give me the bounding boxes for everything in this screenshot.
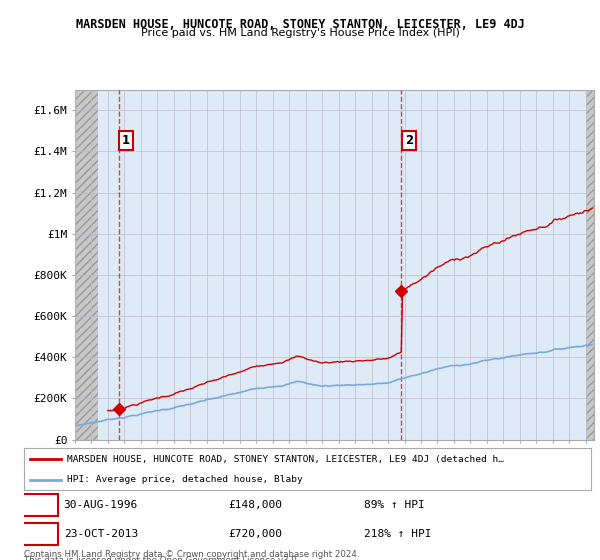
Text: This data is licensed under the Open Government Licence v3.0.: This data is licensed under the Open Gov…: [24, 556, 299, 560]
Text: Contains HM Land Registry data © Crown copyright and database right 2024.: Contains HM Land Registry data © Crown c…: [24, 550, 359, 559]
Text: 2: 2: [36, 528, 43, 540]
Text: 23-OCT-2013: 23-OCT-2013: [64, 529, 138, 539]
Text: MARSDEN HOUSE, HUNCOTE ROAD, STONEY STANTON, LEICESTER, LE9 4DJ (detached h…: MARSDEN HOUSE, HUNCOTE ROAD, STONEY STAN…: [67, 455, 503, 464]
FancyBboxPatch shape: [21, 494, 58, 516]
FancyBboxPatch shape: [21, 523, 58, 545]
Text: 2: 2: [404, 134, 413, 147]
Text: 218% ↑ HPI: 218% ↑ HPI: [364, 529, 432, 539]
Text: £148,000: £148,000: [228, 500, 282, 510]
Text: MARSDEN HOUSE, HUNCOTE ROAD, STONEY STANTON, LEICESTER, LE9 4DJ: MARSDEN HOUSE, HUNCOTE ROAD, STONEY STAN…: [76, 18, 524, 31]
Text: 1: 1: [122, 134, 130, 147]
Text: 89% ↑ HPI: 89% ↑ HPI: [364, 500, 425, 510]
Text: 30-AUG-1996: 30-AUG-1996: [64, 500, 138, 510]
Text: Price paid vs. HM Land Registry's House Price Index (HPI): Price paid vs. HM Land Registry's House …: [140, 28, 460, 38]
Text: HPI: Average price, detached house, Blaby: HPI: Average price, detached house, Blab…: [67, 475, 302, 484]
Text: 1: 1: [36, 498, 43, 511]
Text: £720,000: £720,000: [228, 529, 282, 539]
